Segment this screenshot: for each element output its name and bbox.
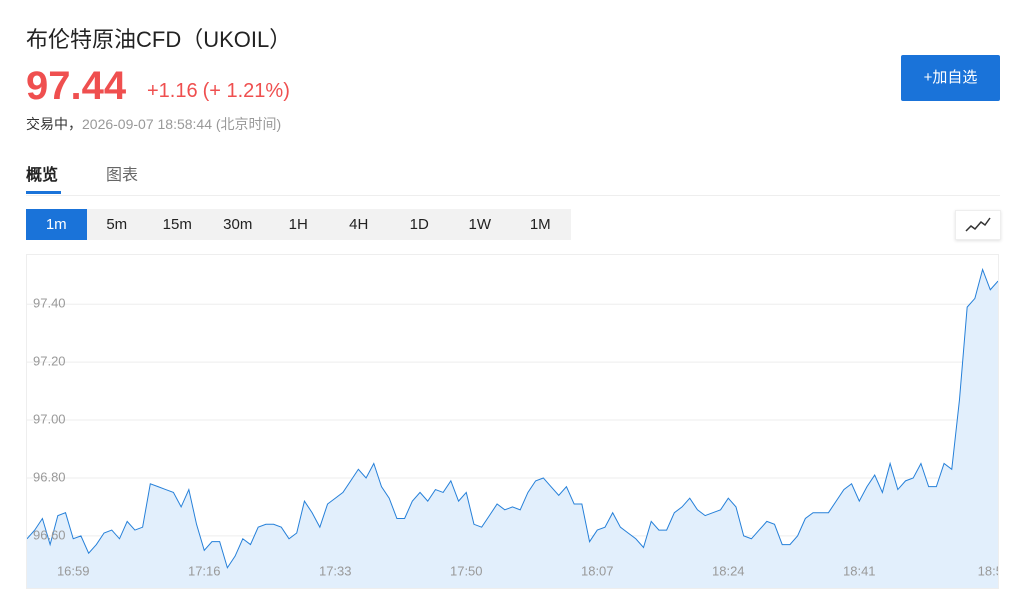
timeframe-button[interactable]: 30m — [223, 216, 253, 233]
y-tick-label: 96.60 — [33, 527, 66, 542]
timeframe-button[interactable]: 1m — [26, 209, 87, 240]
plot-area: 96.60 96.80 97.00 97.20 97.40 16:59 17:16 17:33… — [27, 267, 1003, 588]
x-tick-label: 17:50 — [450, 563, 483, 578]
x-tick-label: 17:33 — [319, 563, 352, 578]
x-tick-label: 17:16 — [188, 563, 221, 578]
divider — [26, 195, 1000, 196]
x-tick-label: 18:07 — [581, 563, 614, 578]
price-line — [27, 267, 998, 569]
chart-type-button[interactable] — [955, 210, 1001, 240]
timeframe-button[interactable]: 4H — [349, 216, 369, 233]
timeframe-button[interactable]: 1M — [529, 216, 551, 233]
y-tick-label: 97.40 — [33, 296, 66, 311]
x-tick-label: 18:41 — [843, 563, 876, 578]
tab-indicator — [26, 191, 61, 194]
x-tick-label: 18:5 — [978, 563, 1003, 578]
y-tick-label: 96.80 — [33, 469, 66, 484]
market-status: 交易中，2026-09-07 18:58:44 (北京时间) — [26, 114, 281, 134]
timeframe-button[interactable]: 1H — [288, 216, 308, 233]
timeframe-button[interactable]: 1W — [468, 216, 492, 233]
x-tick-label: 16:59 — [57, 563, 90, 578]
tab[interactable]: 图表 — [106, 167, 139, 184]
chart-frame — [26, 254, 999, 589]
price-change: +1.16 (+ 1.21%) — [147, 80, 290, 103]
title: 布伦特原油CFD（UKOIL） — [26, 27, 292, 52]
area — [27, 269, 998, 588]
price: 97.44 — [26, 64, 127, 108]
timeframe-button[interactable]: 5m — [106, 216, 128, 233]
change-percent: (+ 1.21%) — [202, 80, 290, 102]
change: +1.16 — [147, 80, 198, 102]
timeframe-bar: 1m 5m 15m 30m 1H 4H 1D 1W 1M — [26, 209, 571, 240]
tab[interactable]: 概览 — [26, 167, 59, 184]
x-tick-label: 18:24 — [712, 563, 745, 578]
y-tick-label: 97.20 — [33, 354, 66, 369]
timeframe-button[interactable]: 15m — [162, 216, 192, 233]
timestamp: 2026-09-07 18:58:44 (北京时间) — [82, 116, 282, 132]
timeframe-button[interactable]: 1D — [409, 216, 429, 233]
chart-type-icon — [965, 217, 991, 232]
status: 交易中， — [26, 116, 82, 132]
y-tick-label: 97.00 — [33, 411, 66, 426]
watch-button[interactable]: +加自选 — [901, 55, 1000, 101]
